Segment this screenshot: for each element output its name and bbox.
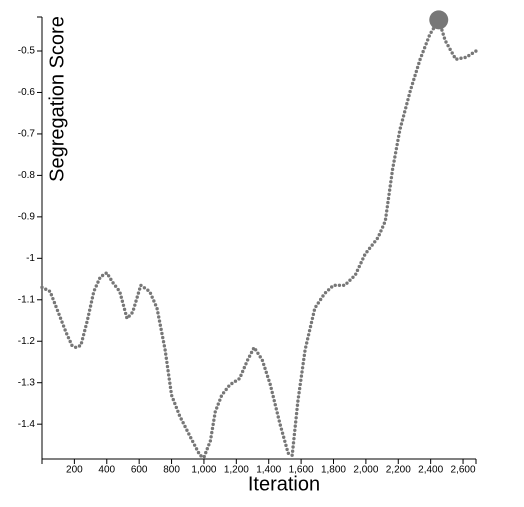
- y-tick-label: -1.3: [18, 377, 36, 388]
- y-tick-label: -0.6: [18, 87, 36, 98]
- x-tick-label: 800: [163, 465, 180, 476]
- y-tick-label: -1.4: [18, 419, 36, 430]
- x-tick-label: 1,800: [321, 465, 346, 476]
- y-tick-label: -1.1: [18, 294, 36, 305]
- x-tick-label: 400: [98, 465, 115, 476]
- x-tick-label: 1,400: [256, 465, 281, 476]
- y-tick-label: -0.9: [18, 211, 36, 222]
- y-tick-label: -0.8: [18, 170, 36, 181]
- x-tick-label: 1,600: [289, 465, 314, 476]
- x-tick-label: 2,200: [386, 465, 411, 476]
- y-tick-label: -0.7: [18, 129, 36, 140]
- x-tick-label: 2,000: [353, 465, 378, 476]
- x-tick-label: 1,000: [191, 465, 216, 476]
- x-axis-title: Iteration: [248, 473, 320, 495]
- x-tick-label: 200: [66, 465, 83, 476]
- x-tick-label: 600: [131, 465, 148, 476]
- current-point: [429, 10, 449, 30]
- score-line: [40, 15, 478, 460]
- x-tick-label: 1,200: [224, 465, 249, 476]
- y-tick-label: -1: [26, 253, 35, 264]
- y-axis-title: Segregation Score: [46, 16, 68, 182]
- x-tick-label: 2,400: [418, 465, 443, 476]
- y-tick-label: -0.5: [18, 46, 36, 57]
- y-tick-label: -1.2: [18, 336, 36, 347]
- x-tick-label: 2,600: [451, 465, 476, 476]
